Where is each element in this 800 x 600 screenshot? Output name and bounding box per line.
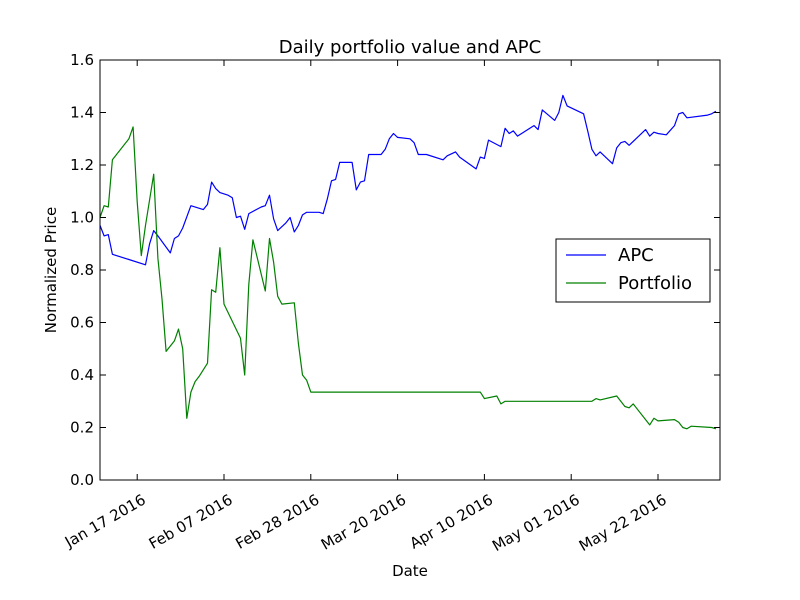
x-tick-label: Mar 20 2016: [318, 491, 409, 554]
x-tick-label: Apr 10 2016: [407, 491, 496, 553]
y-tick-label: 1.0: [70, 209, 94, 227]
chart-title: Daily portfolio value and APC: [279, 37, 541, 58]
x-tick-label: Jan 17 2016: [61, 491, 149, 552]
x-tick-label: May 22 2016: [576, 491, 670, 555]
plot-area: [99, 94, 717, 430]
y-tick-label: 0.6: [70, 314, 94, 332]
y-tick-label: 1.6: [70, 51, 94, 69]
x-tick-label: Feb 28 2016: [233, 491, 323, 553]
legend: APC Portfolio: [555, 238, 711, 303]
series-line-portfolio: [99, 126, 717, 430]
series-line-apc: [99, 94, 717, 266]
y-tick-label: 0.0: [70, 471, 94, 489]
y-axis: 0.0 0.2 0.4 0.6 0.8 1.0 1.2 1.4 1.6: [70, 51, 720, 489]
x-tick-label: May 01 2016: [489, 491, 583, 555]
y-tick-label: 0.8: [70, 261, 94, 279]
y-tick-label: 0.4: [70, 366, 94, 384]
legend-label-apc: APC: [618, 245, 654, 266]
y-tick-label: 0.2: [70, 419, 94, 437]
x-tick-label: Feb 07 2016: [146, 491, 236, 553]
x-axis-label: Date: [392, 562, 428, 580]
legend-box: [555, 238, 711, 303]
y-tick-label: 1.4: [70, 104, 94, 122]
legend-label-portfolio: Portfolio: [618, 273, 692, 294]
y-tick-label: 1.2: [70, 156, 94, 174]
y-axis-label: Normalized Price: [42, 207, 60, 333]
